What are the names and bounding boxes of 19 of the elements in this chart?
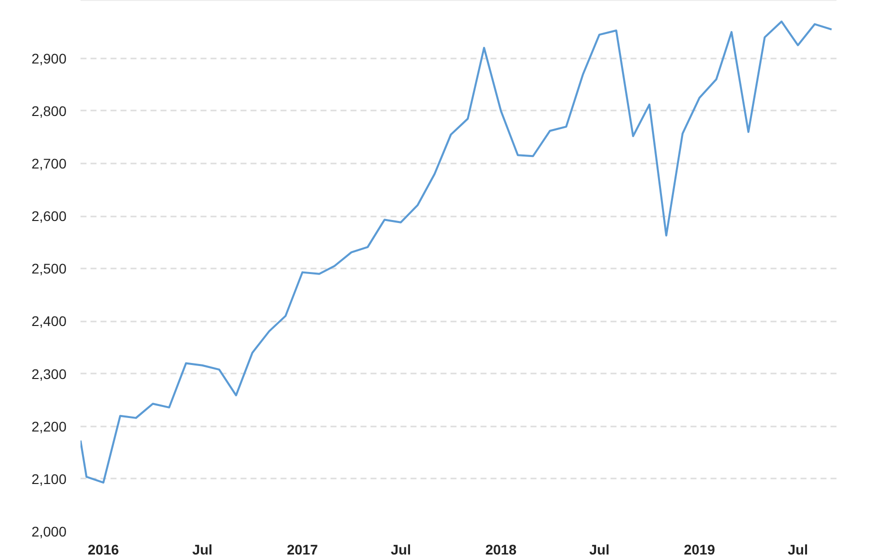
y-tick-label: 2,500 [31, 260, 67, 277]
x-tick-label: Jul [788, 542, 808, 558]
y-tick-label: 2,800 [31, 102, 67, 119]
x-tick-label: 2016 [88, 542, 120, 558]
y-tick-label: 2,000 [31, 524, 67, 540]
x-tick-label: 2018 [485, 542, 517, 558]
y-tick-label: 2,100 [31, 470, 67, 487]
x-tick-label: Jul [589, 542, 610, 558]
y-tick-label: 2,700 [31, 155, 67, 172]
y-tick-label: 2,600 [31, 208, 67, 224]
x-tick-label: 2017 [286, 542, 318, 558]
x-tick-label: Jul [192, 542, 212, 558]
x-tick-label: Jul [390, 542, 411, 558]
line-series [80, 20, 833, 484]
y-tick-label: 2,300 [31, 366, 67, 382]
y-tick-label: 2,400 [31, 313, 67, 330]
y-tick-label: 2,900 [31, 50, 67, 66]
y-tick-label: 2,200 [31, 418, 67, 434]
x-tick-label: 2019 [684, 542, 716, 558]
